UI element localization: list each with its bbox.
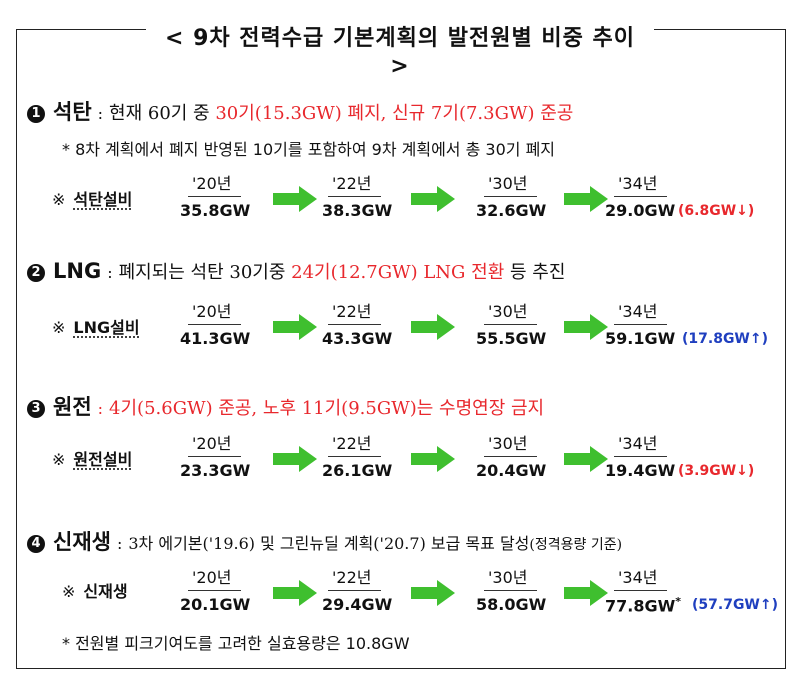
reference-mark: ※: [52, 190, 66, 209]
section-name: 신재생: [53, 530, 111, 554]
section-text: 3차 에기본('19.6) 및 그린뉴딜 계획('20.7) 보급 목표 달성: [128, 534, 530, 553]
year-label: '20년: [188, 564, 242, 591]
capacity-value: 20.4GW: [476, 461, 547, 480]
separator: :: [97, 399, 104, 418]
section-coal-heading: 1 석탄: 현재 60기 중 30기(15.3GW) 폐지, 신규 7기(7.3GW…: [27, 96, 573, 126]
capacity-value: 59.1GW: [605, 329, 676, 348]
row-label-text: 신재생: [83, 582, 128, 601]
capacity-value: 43.3GW: [322, 329, 393, 348]
year-label: '20년: [188, 298, 242, 325]
row-label-text: 원전설비: [73, 450, 133, 469]
separator: :: [107, 263, 113, 282]
row-label-nuclear: ※ 원전설비: [52, 446, 132, 470]
year-label: '34년: [614, 298, 668, 325]
year-label: '20년: [188, 170, 242, 197]
year-label: '30년: [484, 564, 538, 591]
section-renewable-note: * 전원별 피크기여도를 고려한 실효용량은 10.8GW: [62, 634, 410, 653]
section-name: 석탄: [53, 100, 92, 124]
section-number-badge: 2: [27, 264, 45, 282]
capacity-value: 20.1GW: [180, 595, 251, 614]
section-number-badge: 1: [27, 105, 45, 123]
capacity-value: 77.8GW*: [605, 595, 682, 616]
page-title: < 9차 전력수급 기본계획의 발전원별 비중 추이: [164, 26, 636, 51]
section-coal-note: * 8차 계획에서 폐지 반영된 10기를 포함하여 9차 계획에서 총 30기…: [62, 140, 556, 159]
reference-mark: ※: [52, 450, 66, 469]
separator: :: [116, 534, 123, 553]
row-label-coal: ※ 석탄설비: [52, 186, 132, 210]
section-highlight: 4기(5.6GW) 준공, 노후 11기(9.5GW)는 수명연장 금지: [109, 398, 545, 419]
capacity-change: (6.8GW↓): [678, 203, 755, 219]
section-name: 원전: [53, 395, 92, 419]
capacity-value: 35.8GW: [180, 201, 251, 220]
capacity-change: (57.7GW↑): [692, 597, 779, 613]
right-arrow-icon: [273, 186, 317, 212]
right-arrow-icon: [411, 580, 455, 606]
right-arrow-icon: [564, 314, 608, 340]
section-text: 현재 60기 중: [109, 103, 216, 124]
section-number-badge: 3: [27, 400, 45, 418]
reference-mark: ※: [62, 582, 76, 601]
separator: :: [97, 104, 104, 123]
section-nuclear-heading: 3 원전:4기(5.6GW) 준공, 노후 11기(9.5GW)는 수명연장 금지: [27, 391, 544, 421]
year-label: '30년: [484, 170, 538, 197]
row-label-text: 석탄설비: [73, 190, 133, 209]
section-number-badge: 4: [27, 535, 45, 553]
year-label: '30년: [484, 430, 538, 457]
section-name: LNG: [53, 259, 102, 283]
right-arrow-icon: [273, 446, 317, 472]
right-arrow-icon: [273, 314, 317, 340]
right-arrow-icon: [564, 186, 608, 212]
year-label: '30년: [484, 298, 538, 325]
row-label-text: LNG설비: [73, 318, 140, 337]
reference-mark: ※: [52, 318, 66, 337]
capacity-value: 29.0GW: [605, 201, 676, 220]
section-renewable-heading: 4 신재생:3차 에기본('19.6) 및 그린뉴딜 계획('20.7) 보급 목…: [27, 526, 622, 556]
section-text: 폐지되는 석탄 30기중: [118, 262, 292, 283]
capacity-value: 55.5GW: [476, 329, 547, 348]
year-label: '34년: [614, 564, 668, 591]
row-label-lng: ※ LNG설비: [52, 314, 140, 338]
capacity-value: 32.6GW: [476, 201, 547, 220]
year-label: '20년: [188, 430, 242, 457]
page-title-close-bracket: >: [390, 54, 410, 79]
right-arrow-icon: [411, 186, 455, 212]
year-label: '22년: [328, 430, 382, 457]
section-text-small: (정격용량 기준): [529, 537, 623, 553]
year-label: '22년: [328, 170, 382, 197]
right-arrow-icon: [411, 446, 455, 472]
capacity-change: (3.9GW↓): [678, 463, 755, 479]
year-label: '34년: [614, 430, 668, 457]
right-arrow-icon: [564, 580, 608, 606]
capacity-value: 29.4GW: [322, 595, 393, 614]
title-block: < 9차 전력수급 기본계획의 발전원별 비중 추이 >: [146, 8, 654, 79]
capacity-value: 26.1GW: [322, 461, 393, 480]
right-arrow-icon: [273, 580, 317, 606]
right-arrow-icon: [564, 446, 608, 472]
right-arrow-icon: [411, 314, 455, 340]
section-text-tail: 등 추진: [504, 262, 566, 283]
year-label: '22년: [328, 298, 382, 325]
year-label: '22년: [328, 564, 382, 591]
capacity-value: 41.3GW: [180, 329, 251, 348]
capacity-value: 19.4GW: [605, 461, 676, 480]
row-label-renewable: ※ 신재생: [62, 578, 128, 602]
section-highlight: 24기(12.7GW) LNG 전환: [291, 262, 505, 283]
year-label: '34년: [614, 170, 668, 197]
footnote-mark: *: [675, 595, 682, 608]
capacity-value: 23.3GW: [180, 461, 251, 480]
capacity-value: 58.0GW: [476, 595, 547, 614]
capacity-value: 38.3GW: [322, 201, 393, 220]
capacity-change: (17.8GW↑): [682, 331, 769, 347]
section-highlight: 30기(15.3GW) 폐지, 신규 7기(7.3GW) 준공: [215, 103, 574, 124]
section-lng-heading: 2 LNG: 폐지되는 석탄 30기중 24기(12.7GW) LNG 전환 등 추…: [27, 258, 565, 284]
